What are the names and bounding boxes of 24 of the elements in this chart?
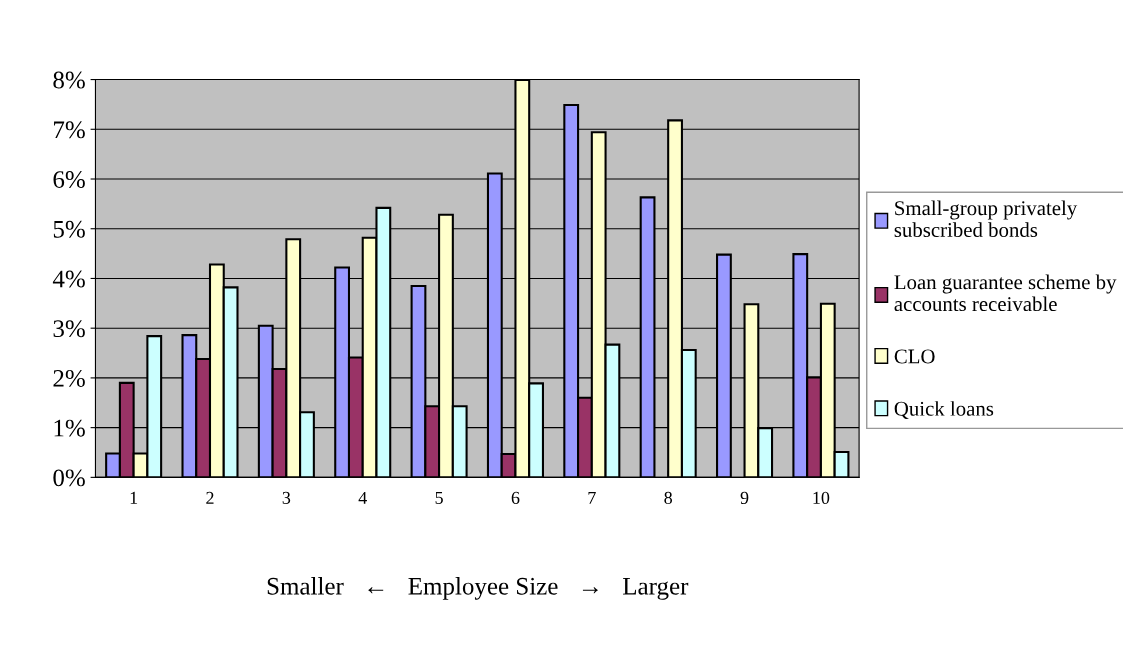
y-tick-label: 0% <box>53 469 85 487</box>
legend-label: Small-group privately subscribed bonds <box>894 200 1078 238</box>
x-tick-label: 6 <box>511 491 520 504</box>
y-tick-label: 2% <box>53 369 85 387</box>
y-tick-label: 5% <box>53 220 85 238</box>
x-tick-label: 10 <box>813 491 830 504</box>
y-tick-label: 7% <box>54 121 85 139</box>
y-tick-label: 6% <box>53 171 85 189</box>
x-tick-label: 9 <box>740 491 749 504</box>
x-tick-label: 8 <box>664 491 673 504</box>
y-tick-label: 3% <box>53 320 85 338</box>
legend-label: CLO <box>894 349 935 364</box>
x-tick-label: 4 <box>358 491 367 504</box>
x-tick-label: 1 <box>130 491 138 504</box>
legend-label: Loan guarantee scheme by accounts receivable <box>894 274 1117 312</box>
x-axis-title: Smaller ← Employee Size → Larger <box>267 577 689 600</box>
x-tick-label: 3 <box>282 491 291 504</box>
x-tick-label: 7 <box>588 491 596 504</box>
y-tick-label: 8% <box>53 71 85 89</box>
legend-label: Quick loans <box>894 401 994 419</box>
x-tick-label: 5 <box>435 491 443 504</box>
y-tick-label: 1% <box>54 419 85 437</box>
x-tick-label: 2 <box>206 491 214 504</box>
y-tick-label: 4% <box>52 270 85 288</box>
